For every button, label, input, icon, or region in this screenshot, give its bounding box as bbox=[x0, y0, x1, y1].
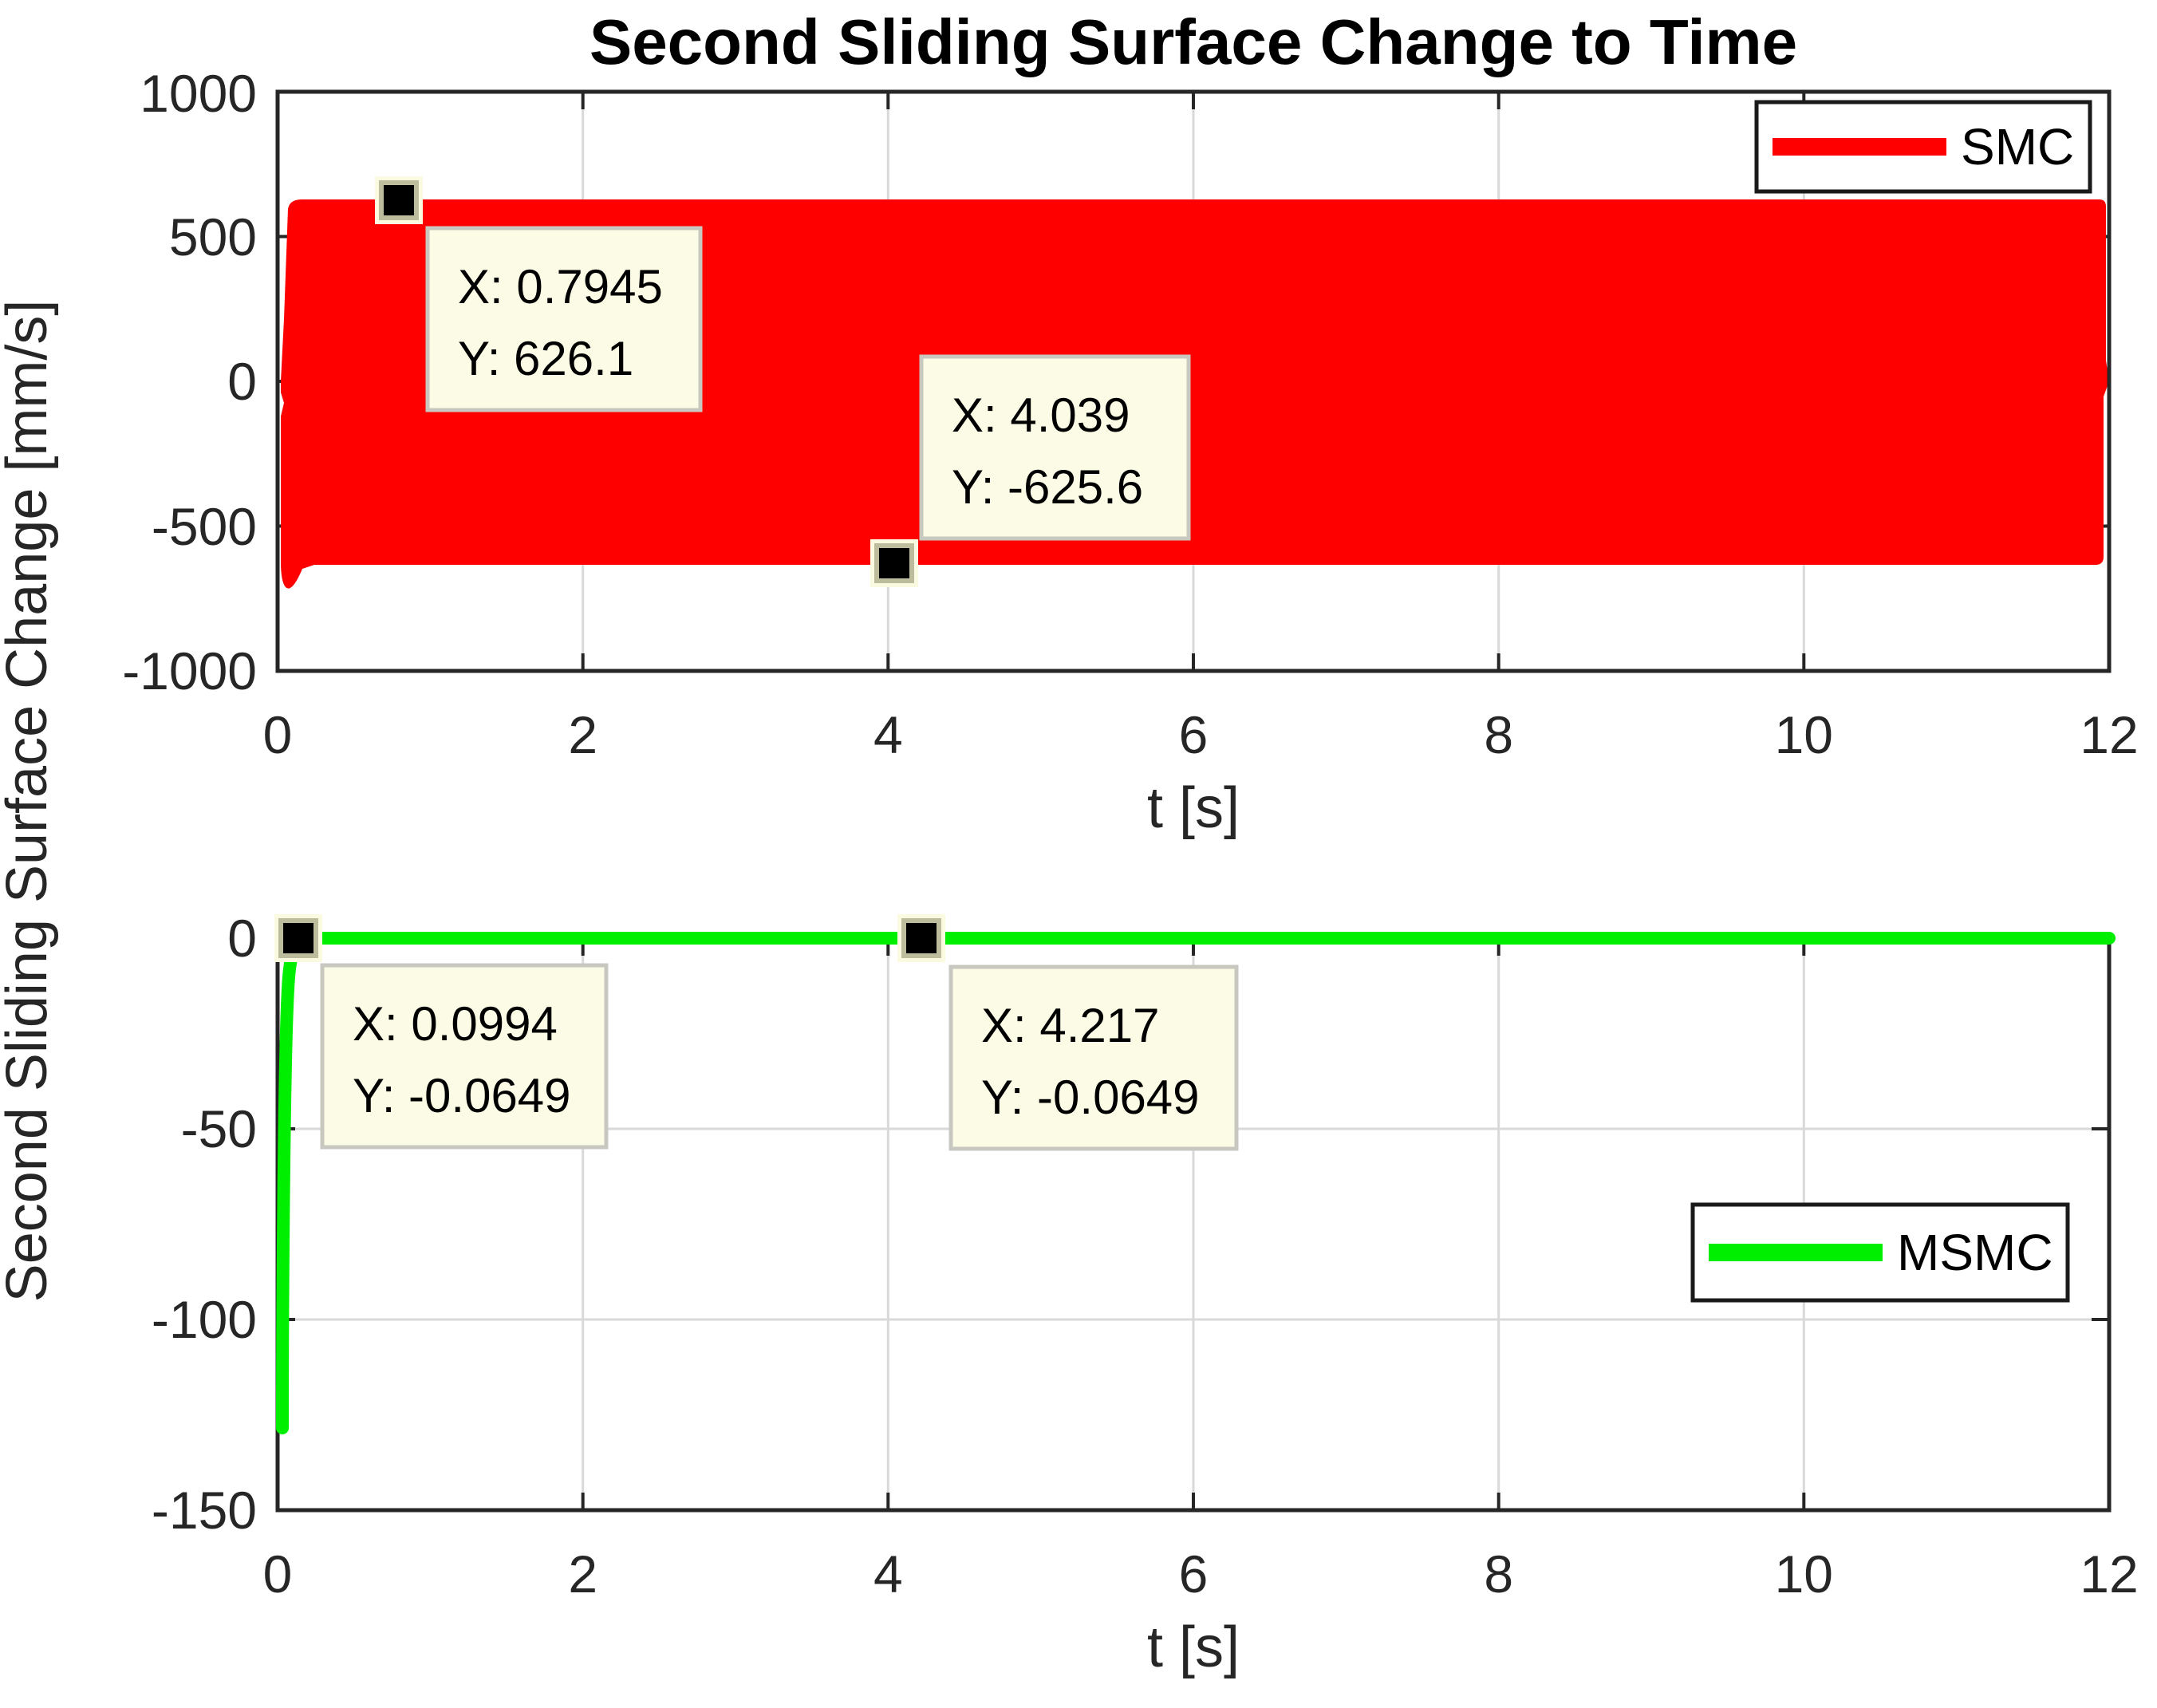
top-datatip-1[interactable]: X: 0.7945 Y: 626.1 bbox=[425, 226, 703, 412]
top-datatip-2-box[interactable] bbox=[919, 354, 1191, 541]
bottom-datatip-marker-1[interactable] bbox=[274, 914, 322, 962]
smc-legend-line-swatch bbox=[1773, 138, 1946, 156]
bottom-datatip-2-x: X: 4.217 bbox=[981, 999, 1160, 1052]
top-xtick-6: 6 bbox=[1179, 705, 1209, 764]
y-axis-label: Second Sliding Surface Change [mm/s] bbox=[0, 300, 59, 1303]
top-axes-box bbox=[275, 89, 2112, 673]
msmc-legend-label: MSMC bbox=[1897, 1224, 2053, 1281]
top-datatip-2[interactable]: X: 4.039 Y: -625.6 bbox=[919, 354, 1191, 541]
bottom-xtick-4: 4 bbox=[873, 1544, 903, 1603]
bottom-ytick-n150: -150 bbox=[152, 1481, 257, 1540]
bottom-ytick-n100: -100 bbox=[152, 1290, 257, 1349]
bottom-datatip-2-box[interactable] bbox=[948, 964, 1239, 1151]
bottom-datatip-1-box[interactable] bbox=[320, 963, 609, 1150]
bottom-xtick-2: 2 bbox=[568, 1544, 597, 1603]
msmc-legend-line-swatch bbox=[1709, 1244, 1883, 1261]
top-xlabel: t [s] bbox=[1147, 776, 1240, 840]
bottom-datatip-2-y: Y: -0.0649 bbox=[981, 1071, 1200, 1124]
bottom-ytick-0: 0 bbox=[227, 909, 257, 968]
bottom-xtick-6: 6 bbox=[1179, 1544, 1209, 1603]
bottom-legend[interactable]: MSMC bbox=[1690, 1202, 2070, 1303]
marker-core bbox=[384, 185, 414, 215]
top-ytick-0: 0 bbox=[227, 352, 257, 411]
marker-core bbox=[906, 923, 937, 953]
top-subplot: 1000 500 0 -500 -1000 0 2 4 6 8 10 12 t … bbox=[122, 64, 2139, 840]
bottom-xtick-0: 0 bbox=[263, 1544, 293, 1603]
marker-core bbox=[283, 923, 313, 953]
bottom-xlabel: t [s] bbox=[1147, 1615, 1240, 1679]
bottom-xtick-12: 12 bbox=[2080, 1544, 2138, 1603]
bottom-datatip-1-x: X: 0.0994 bbox=[353, 997, 558, 1051]
top-xtick-4: 4 bbox=[873, 705, 903, 764]
top-ytick-500: 500 bbox=[169, 207, 257, 266]
top-xtick-0: 0 bbox=[263, 705, 293, 764]
smc-legend-label: SMC bbox=[1961, 118, 2074, 176]
bottom-datatip-1[interactable]: X: 0.0994 Y: -0.0649 bbox=[320, 963, 609, 1150]
top-xtick-8: 8 bbox=[1484, 705, 1513, 764]
top-ytick-n1000: -1000 bbox=[122, 641, 257, 700]
top-datatip-marker-2[interactable] bbox=[870, 539, 918, 587]
marker-core bbox=[879, 548, 909, 578]
bottom-xtick-10: 10 bbox=[1775, 1544, 1833, 1603]
top-datatip-marker-1[interactable] bbox=[375, 176, 423, 224]
top-xtick-12: 12 bbox=[2080, 705, 2138, 764]
top-ytick-1000: 1000 bbox=[140, 64, 257, 123]
top-datatip-1-box[interactable] bbox=[425, 226, 703, 412]
top-legend[interactable]: SMC bbox=[1754, 100, 2092, 194]
smc-series-area[interactable] bbox=[281, 199, 2109, 589]
bottom-xtick-8: 8 bbox=[1484, 1544, 1513, 1603]
top-datatip-1-y: Y: 626.1 bbox=[458, 332, 633, 385]
top-datatip-2-x: X: 4.039 bbox=[952, 389, 1130, 442]
bottom-ytick-n50: -50 bbox=[181, 1099, 257, 1158]
top-xtick-2: 2 bbox=[568, 705, 597, 764]
bottom-datatip-2[interactable]: X: 4.217 Y: -0.0649 bbox=[948, 964, 1239, 1151]
top-datatip-1-x: X: 0.7945 bbox=[458, 260, 663, 314]
bottom-datatip-marker-2[interactable] bbox=[897, 914, 945, 962]
bottom-subplot: 0 -50 -100 -150 0 2 4 6 8 10 12 t [s] MS… bbox=[152, 909, 2139, 1679]
chart-title: Second Sliding Surface Change to Time bbox=[590, 6, 1797, 77]
top-xtick-10: 10 bbox=[1775, 705, 1833, 764]
top-ytick-n500: -500 bbox=[152, 497, 257, 556]
bottom-datatip-1-y: Y: -0.0649 bbox=[353, 1069, 571, 1122]
top-datatip-2-y: Y: -625.6 bbox=[952, 460, 1143, 514]
